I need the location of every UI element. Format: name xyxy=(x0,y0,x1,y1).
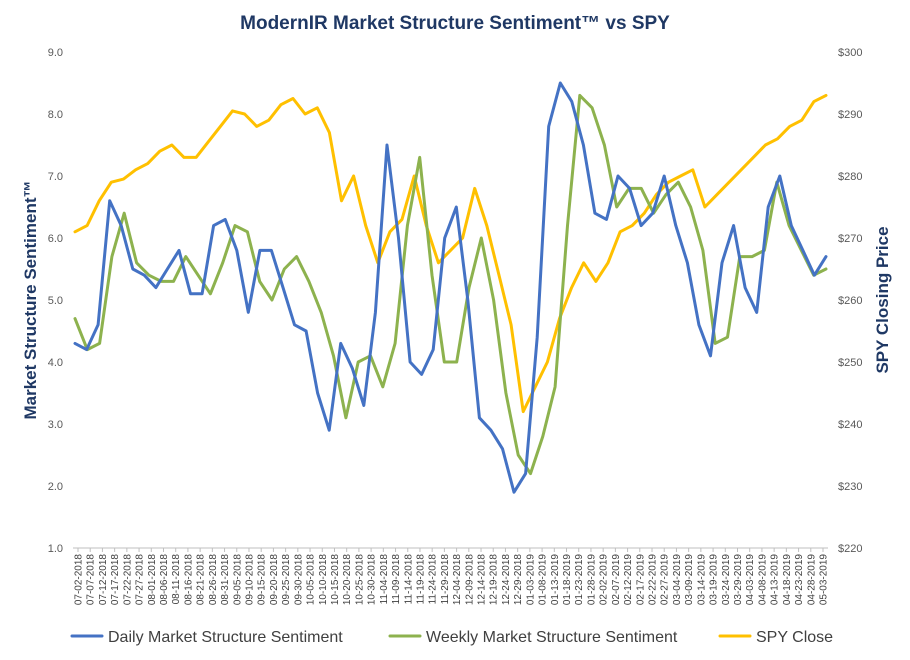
series-lines xyxy=(73,81,828,494)
x-tick-label: 11-04-2018 xyxy=(379,554,390,605)
x-tick-label: 04-28-2019 xyxy=(806,554,817,606)
x-tick-label: 03-29-2019 xyxy=(733,554,744,606)
legend: Daily Market Structure Sentiment Weekly M… xyxy=(70,629,833,646)
right-y-ticks: $220 $230 $240 $250 $260 $270 $280 $290 $300 xyxy=(838,47,862,555)
right-y-tick-label: $280 xyxy=(838,171,862,183)
x-tick-label: 07-12-2018 xyxy=(98,554,109,606)
x-tick-label: 11-14-2018 xyxy=(403,554,414,605)
x-tick-label: 03-04-2019 xyxy=(672,554,683,606)
left-y-tick-label: 9.0 xyxy=(48,47,63,59)
x-tick-label: 04-13-2019 xyxy=(770,554,781,606)
legend-label-weekly-market-structure-sentiment: Weekly Market Structure Sentiment xyxy=(426,629,678,646)
x-tick-label: 01-23-2019 xyxy=(574,554,585,606)
x-tick-label: 10-10-2018 xyxy=(318,554,329,606)
weekly-market-structure-sentiment-line xyxy=(73,93,828,476)
x-tick-label: 12-29-2018 xyxy=(513,554,524,606)
left-y-tick-label: 8.0 xyxy=(48,109,63,121)
x-tick-label: 01-28-2019 xyxy=(586,554,597,606)
x-tick-label: 11-09-2018 xyxy=(391,554,402,605)
left-axis-title: Market Structure Sentiment™ xyxy=(21,181,40,420)
x-tick-label: 07-27-2018 xyxy=(135,554,146,606)
x-tick-label: 02-12-2019 xyxy=(623,554,634,606)
x-tick-label: 08-01-2018 xyxy=(147,554,158,606)
x-tick-label: 05-03-2019 xyxy=(819,554,830,606)
x-tick-label: 02-07-2019 xyxy=(611,554,622,606)
x-tick-label: 09-10-2018 xyxy=(244,554,255,606)
left-y-tick-label: 1.0 xyxy=(48,543,63,555)
left-y-ticks: 1.0 2.0 3.0 4.0 5.0 6.0 7.0 8.0 9.0 xyxy=(48,47,63,555)
right-axis-title: SPY Closing Price xyxy=(873,226,892,373)
legend-label-daily-market-structure-sentiment: Daily Market Structure Sentiment xyxy=(108,629,343,646)
left-y-tick-label: 3.0 xyxy=(48,419,63,431)
x-tick-label: 09-30-2018 xyxy=(293,554,304,606)
right-y-tick-label: $300 xyxy=(838,47,862,59)
x-tick-label: 03-09-2019 xyxy=(684,554,695,606)
x-tick-label: 02-27-2019 xyxy=(660,554,671,606)
x-tick-label: 09-05-2018 xyxy=(232,554,243,606)
x-tick-label: 08-31-2018 xyxy=(220,554,231,606)
x-tick-label: 02-22-2019 xyxy=(648,554,659,606)
left-y-tick-label: 6.0 xyxy=(48,233,63,245)
x-tick-label: 02-02-2019 xyxy=(599,554,610,606)
x-tick-label: 10-20-2018 xyxy=(342,554,353,606)
x-tick-label: 07-02-2018 xyxy=(74,554,85,606)
x-tick-label: 03-24-2019 xyxy=(721,554,732,606)
x-tick-label: 09-25-2018 xyxy=(281,554,292,606)
x-tick-label: 08-26-2018 xyxy=(208,554,219,606)
x-tick-label: 12-04-2018 xyxy=(452,554,463,606)
x-tick-label: 12-14-2018 xyxy=(477,554,488,606)
x-tick-label: 01-13-2019 xyxy=(550,554,561,606)
x-tick-label: 03-19-2019 xyxy=(709,554,720,606)
x-tick-label: 08-21-2018 xyxy=(196,554,207,606)
x-tick-label: 01-18-2019 xyxy=(562,554,573,606)
x-tick-label: 10-25-2018 xyxy=(354,554,365,606)
x-tick-label: 11-19-2018 xyxy=(415,554,426,605)
left-y-tick-label: 4.0 xyxy=(48,357,63,369)
x-tick-label: 08-06-2018 xyxy=(159,554,170,606)
x-tick-label: 07-22-2018 xyxy=(122,554,133,606)
spy-close-line xyxy=(73,93,828,414)
x-tick-label: 10-05-2018 xyxy=(306,554,317,606)
right-y-tick-label: $230 xyxy=(838,481,862,493)
x-tick-label: 10-30-2018 xyxy=(367,554,378,606)
right-y-tick-label: $260 xyxy=(838,295,862,307)
x-tick-label: 04-18-2019 xyxy=(782,554,793,606)
x-tick-label: 11-29-2018 xyxy=(440,554,451,605)
x-tick-label: 04-08-2019 xyxy=(757,554,768,606)
x-tick-label: 01-08-2019 xyxy=(538,554,549,606)
x-tick-label: 03-14-2019 xyxy=(696,554,707,606)
x-ticks: 07-02-2018 07-07-2018 07-12-2018 07-17-2018… xyxy=(74,548,830,605)
x-tick-label: 04-23-2019 xyxy=(794,554,805,606)
x-tick-label: 07-07-2018 xyxy=(86,554,97,606)
x-tick-label: 01-03-2019 xyxy=(525,554,536,606)
x-tick-label: 04-03-2019 xyxy=(745,554,756,606)
right-y-tick-label: $250 xyxy=(838,357,862,369)
right-y-tick-label: $290 xyxy=(838,109,862,121)
daily-market-structure-sentiment-line xyxy=(73,81,828,494)
left-y-tick-label: 2.0 xyxy=(48,481,63,493)
x-tick-label: 12-19-2018 xyxy=(489,554,500,606)
chart-title: ModernIR Market Structure Sentiment™ vs … xyxy=(240,13,670,34)
right-y-tick-label: $240 xyxy=(838,419,862,431)
left-y-tick-label: 7.0 xyxy=(48,171,63,183)
x-tick-label: 10-15-2018 xyxy=(330,554,341,606)
x-tick-label: 12-09-2018 xyxy=(464,554,475,606)
x-tick-label: 08-16-2018 xyxy=(183,554,194,606)
legend-label-spy-close: SPY Close xyxy=(756,629,833,646)
x-tick-label: 11-24-2018 xyxy=(428,554,439,605)
x-tick-label: 09-15-2018 xyxy=(257,554,268,606)
x-tick-label: 02-17-2019 xyxy=(635,554,646,606)
x-tick-label: 07-17-2018 xyxy=(110,554,121,606)
x-tick-label: 12-24-2018 xyxy=(501,554,512,606)
left-y-tick-label: 5.0 xyxy=(48,295,63,307)
right-y-tick-label: $220 xyxy=(838,543,862,555)
x-tick-label: 09-20-2018 xyxy=(269,554,280,606)
right-y-tick-label: $270 xyxy=(838,233,862,245)
x-tick-label: 08-11-2018 xyxy=(171,554,182,605)
